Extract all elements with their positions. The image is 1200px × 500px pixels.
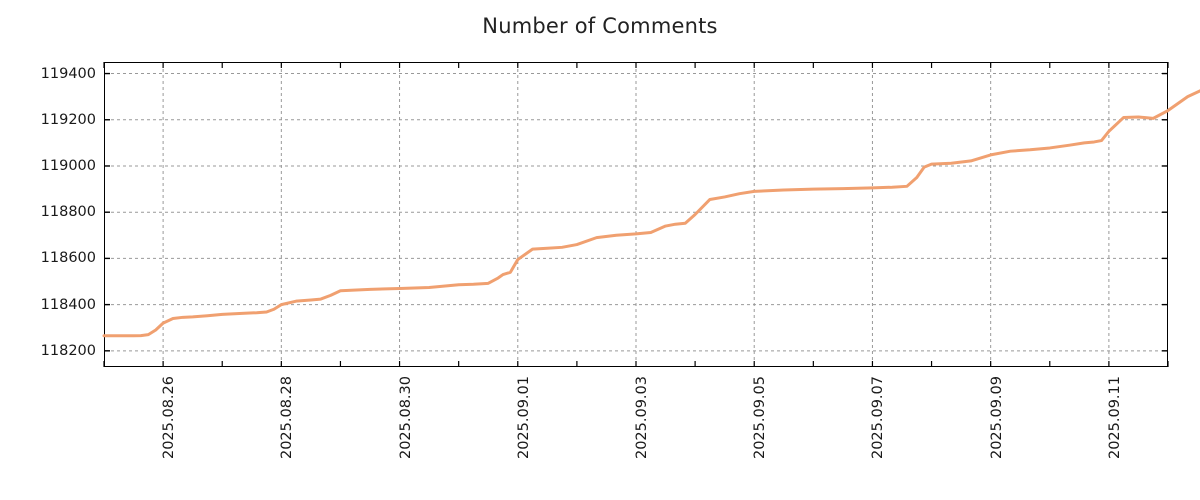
y-axis-tick-label: 119000 <box>40 157 96 174</box>
axis-ticks <box>103 62 1169 367</box>
y-axis-tick-label: 119200 <box>40 111 96 128</box>
data-series <box>102 89 1200 338</box>
y-axis-tick-label: 118400 <box>40 296 96 313</box>
data-line-number-of-comments <box>102 89 1200 338</box>
y-axis-tick-label: 118800 <box>40 204 96 221</box>
chart-title: Number of Comments <box>482 14 718 38</box>
y-axis-tick-label: 118200 <box>40 342 96 359</box>
y-axis-tick-label: 119400 <box>40 65 96 82</box>
y-axis-tick-labels: 118200 118400 118600 118800 119000 119200 1194… <box>0 0 96 500</box>
y-axis-tick-label: 118600 <box>40 250 96 267</box>
grid-lines <box>105 63 1167 366</box>
